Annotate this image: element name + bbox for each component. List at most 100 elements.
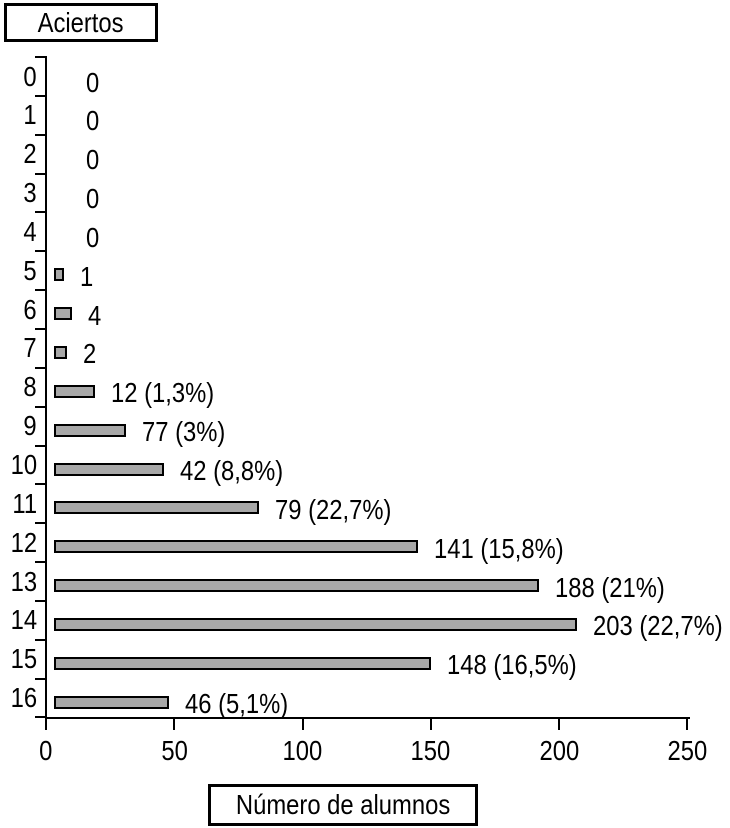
- x-axis-tick-label-text: 200: [539, 735, 579, 766]
- y-axis-tick: [35, 444, 47, 447]
- category-label: 9: [0, 411, 37, 441]
- x-axis-tick-label: 250: [642, 736, 730, 766]
- category-label: 0: [0, 60, 37, 92]
- category-label-text: 4: [23, 215, 37, 247]
- bar-value-label: 2: [83, 339, 99, 369]
- bar-value-label-text: 148 (16,5%): [447, 649, 577, 681]
- bar-value-label-text: 0: [86, 144, 100, 176]
- x-axis-tick-label: 200: [514, 736, 604, 766]
- y-axis-tick: [35, 250, 47, 253]
- bar-value-label-text: 79 (22,7%): [275, 493, 392, 525]
- bar-value-label-text: 0: [86, 221, 100, 253]
- bar-value-label: 0: [86, 221, 102, 253]
- bar-value-label-text: 141 (15,8%): [434, 532, 564, 564]
- bar: [54, 307, 72, 321]
- x-axis-tick: [429, 717, 432, 730]
- category-label: 16: [0, 683, 37, 713]
- category-label: 4: [0, 215, 37, 247]
- x-axis-tick-label-text: 150: [410, 735, 451, 766]
- bar-value-label-text: 12 (1,3%): [111, 377, 215, 409]
- bar: [54, 423, 126, 437]
- category-label-text: 9: [23, 410, 37, 442]
- x-axis-tick-label: 100: [258, 736, 348, 766]
- category-label: 6: [0, 294, 37, 325]
- category-label: 5: [0, 255, 37, 286]
- bar-value-label: 42 (8,8%): [180, 456, 301, 486]
- bar-value-label: 46 (5,1%): [185, 689, 306, 719]
- category-label: 10: [0, 450, 37, 480]
- y-axis-tick: [35, 405, 47, 408]
- bar-value-label: 1: [80, 261, 96, 292]
- y-axis-tick: [35, 56, 47, 58]
- x-axis-tick: [301, 717, 304, 730]
- y-axis-tick: [35, 289, 47, 292]
- category-label-text: 13: [10, 565, 37, 597]
- x-axis-tick-label-text: 50: [161, 735, 188, 766]
- bar: [54, 268, 65, 282]
- bar: [54, 617, 578, 631]
- y-axis-tick: [35, 716, 47, 719]
- x-axis-tick-label-text: 250: [667, 735, 708, 766]
- bar-value-label: 0: [86, 145, 102, 175]
- y-axis-title-box: Aciertos: [4, 3, 158, 42]
- x-axis-tick-label-text: 100: [282, 735, 323, 766]
- bar-value-label: 12 (1,3%): [111, 378, 232, 408]
- y-axis-tick: [35, 599, 47, 602]
- bar-value-label-text: 42 (8,8%): [180, 455, 284, 486]
- y-axis-tick: [35, 366, 47, 369]
- x-axis-tick-label: 150: [386, 736, 476, 766]
- bar-value-label-text: 46 (5,1%): [185, 688, 289, 720]
- category-label: 8: [0, 372, 37, 402]
- bar-value-label: 77 (3%): [142, 417, 240, 447]
- x-axis-tick: [686, 717, 689, 730]
- y-axis-tick: [35, 327, 47, 330]
- x-axis-label: Número de alumnos: [235, 789, 451, 820]
- bar-value-label: 148 (16,5%): [447, 650, 600, 680]
- category-label-text: 11: [12, 487, 37, 519]
- bar-value-label: 0: [86, 67, 102, 98]
- bar: [54, 540, 419, 554]
- category-label-text: 7: [23, 332, 37, 364]
- bar-value-label: 0: [86, 184, 102, 214]
- y-axis-tick: [35, 561, 47, 564]
- y-axis-title: Aciertos: [38, 6, 124, 38]
- category-label-text: 15: [10, 643, 37, 675]
- category-label: 2: [0, 139, 37, 169]
- x-axis-tick-label: 0: [1, 736, 91, 766]
- category-label: 15: [0, 644, 37, 674]
- category-label: 3: [0, 178, 37, 208]
- bar-value-label: 0: [86, 106, 102, 136]
- category-label: 13: [0, 565, 37, 597]
- x-axis-tick-label: 50: [129, 736, 219, 766]
- bar-value-label-text: 203 (22,7%): [593, 610, 723, 642]
- bar-value-label-text: 188 (21%): [554, 571, 665, 603]
- bar-value-label-text: 4: [87, 299, 102, 331]
- y-axis-tick: [35, 211, 47, 214]
- bar: [54, 501, 260, 515]
- bar: [54, 579, 539, 593]
- y-axis-line: [45, 57, 47, 719]
- y-axis-tick: [35, 677, 47, 680]
- category-label: 12: [0, 527, 37, 558]
- x-axis-tick: [173, 717, 176, 730]
- category-label-text: 0: [23, 60, 37, 92]
- x-axis-line: [45, 717, 690, 719]
- bar-value-label-text: 77 (3%): [141, 416, 226, 448]
- category-label: 14: [0, 605, 37, 635]
- y-axis-tick: [35, 94, 47, 97]
- bar: [54, 345, 67, 359]
- x-axis-tick-label-text: 0: [39, 735, 53, 766]
- bar-value-label: 141 (15,8%): [434, 532, 587, 564]
- category-label: 1: [0, 100, 37, 130]
- category-label-text: 14: [10, 604, 37, 636]
- bar-value-label: 203 (22,7%): [593, 611, 730, 641]
- bar-value-label-text: 0: [86, 183, 100, 215]
- y-axis-tick: [35, 172, 47, 175]
- y-axis-tick: [35, 133, 47, 136]
- category-label: 11: [0, 487, 37, 519]
- category-label-text: 2: [23, 138, 37, 170]
- x-axis-tick: [558, 717, 560, 730]
- category-label-text: 10: [10, 449, 37, 480]
- bar-value-label-text: 0: [86, 105, 100, 137]
- bar-value-label: 188 (21%): [554, 571, 684, 603]
